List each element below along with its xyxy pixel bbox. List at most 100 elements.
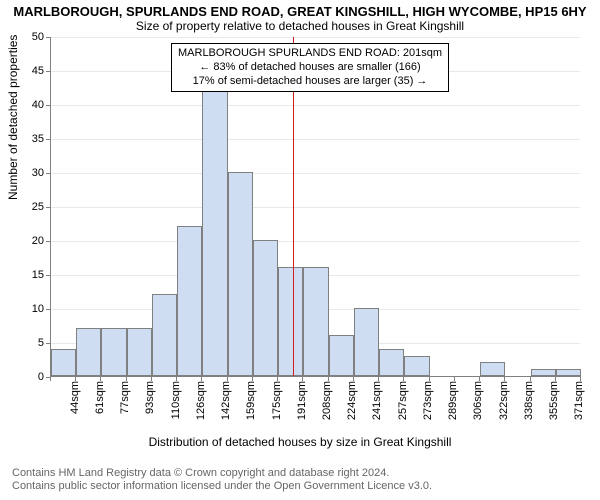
y-tick-label: 45 — [14, 65, 44, 77]
y-tick-label: 35 — [14, 133, 44, 145]
grid-line — [51, 241, 580, 242]
x-tick-label: 44sqm — [69, 381, 81, 427]
x-tick-label: 208sqm — [321, 381, 333, 427]
histogram-bar — [202, 70, 227, 376]
x-tick-label: 306sqm — [472, 381, 484, 427]
histogram-bar — [404, 356, 429, 376]
footer-line2: Contains public sector information licen… — [12, 480, 432, 494]
x-tick-mark — [353, 376, 354, 381]
y-tick-mark — [46, 139, 51, 140]
x-tick-mark — [277, 376, 278, 381]
annotation-line2: ← 83% of detached houses are smaller (16… — [178, 61, 442, 75]
x-tick-mark — [176, 376, 177, 381]
plot-area: MARLBOROUGH SPURLANDS END ROAD: 201sqm ←… — [50, 37, 580, 377]
x-tick-mark — [75, 376, 76, 381]
x-tick-mark — [530, 376, 531, 381]
x-tick-label: 338sqm — [523, 381, 535, 427]
annotation-line1: MARLBOROUGH SPURLANDS END ROAD: 201sqm — [178, 47, 442, 61]
histogram-bar — [278, 267, 303, 376]
x-tick-label: 371sqm — [573, 381, 585, 427]
x-tick-mark — [504, 376, 505, 381]
y-tick-label: 40 — [14, 99, 44, 111]
x-tick-label: 93sqm — [144, 381, 156, 427]
y-tick-mark — [46, 241, 51, 242]
grid-line — [51, 105, 580, 106]
x-tick-mark — [50, 376, 51, 381]
y-tick-mark — [46, 37, 51, 38]
x-tick-mark — [555, 376, 556, 381]
histogram-bar — [556, 369, 581, 376]
x-tick-mark — [201, 376, 202, 381]
histogram-bar — [127, 328, 152, 376]
histogram-bar — [253, 240, 278, 376]
footer-line1: Contains HM Land Registry data © Crown c… — [12, 467, 432, 481]
histogram-bar — [531, 369, 556, 376]
x-tick-mark — [100, 376, 101, 381]
histogram-bar — [177, 226, 202, 376]
histogram-bar — [152, 294, 177, 376]
x-tick-label: 289sqm — [447, 381, 459, 427]
y-tick-label: 15 — [14, 269, 44, 281]
histogram-bar — [101, 328, 126, 376]
histogram-bar — [228, 172, 253, 376]
x-tick-label: 175sqm — [271, 381, 283, 427]
x-tick-label: 77sqm — [119, 381, 131, 427]
x-axis-label: Distribution of detached houses by size … — [0, 435, 600, 449]
y-tick-mark — [46, 173, 51, 174]
histogram-bar — [76, 328, 101, 376]
y-tick-label: 25 — [14, 201, 44, 213]
y-tick-label: 30 — [14, 167, 44, 179]
x-tick-mark — [328, 376, 329, 381]
histogram-bar — [329, 335, 354, 376]
x-tick-mark — [378, 376, 379, 381]
y-tick-mark — [46, 71, 51, 72]
histogram-bar — [379, 349, 404, 376]
x-tick-label: 322sqm — [498, 381, 510, 427]
histogram-bar — [303, 267, 328, 376]
x-tick-label: 142sqm — [220, 381, 232, 427]
x-tick-mark — [403, 376, 404, 381]
x-tick-label: 61sqm — [94, 381, 106, 427]
grid-line — [51, 37, 580, 38]
y-tick-label: 0 — [14, 371, 44, 383]
grid-line — [51, 173, 580, 174]
y-tick-label: 20 — [14, 235, 44, 247]
grid-line — [51, 207, 580, 208]
x-tick-mark — [429, 376, 430, 381]
chart-title-main: MARLBOROUGH, SPURLANDS END ROAD, GREAT K… — [0, 0, 600, 19]
x-tick-mark — [302, 376, 303, 381]
x-tick-mark — [252, 376, 253, 381]
histogram-bar — [354, 308, 379, 376]
y-tick-mark — [46, 275, 51, 276]
x-tick-mark — [227, 376, 228, 381]
x-tick-label: 257sqm — [397, 381, 409, 427]
y-tick-label: 10 — [14, 303, 44, 315]
y-tick-mark — [46, 309, 51, 310]
x-tick-mark — [479, 376, 480, 381]
x-tick-label: 159sqm — [245, 381, 257, 427]
y-tick-mark — [46, 105, 51, 106]
annotation-line3: 17% of semi-detached houses are larger (… — [178, 75, 442, 89]
chart-title-sub: Size of property relative to detached ho… — [0, 19, 600, 35]
x-tick-label: 126sqm — [195, 381, 207, 427]
histogram-bar — [51, 349, 76, 376]
x-tick-label: 110sqm — [170, 381, 182, 427]
annotation-box: MARLBOROUGH SPURLANDS END ROAD: 201sqm ←… — [171, 43, 449, 92]
x-tick-label: 273sqm — [422, 381, 434, 427]
y-tick-mark — [46, 343, 51, 344]
x-tick-label: 191sqm — [296, 381, 308, 427]
x-tick-label: 224sqm — [346, 381, 358, 427]
x-tick-mark — [580, 376, 581, 381]
y-tick-label: 5 — [14, 337, 44, 349]
chart-area: MARLBOROUGH SPURLANDS END ROAD: 201sqm ←… — [50, 37, 580, 377]
y-tick-mark — [46, 207, 51, 208]
footer-attribution: Contains HM Land Registry data © Crown c… — [12, 467, 432, 495]
x-tick-mark — [151, 376, 152, 381]
histogram-bar — [480, 362, 505, 376]
grid-line — [51, 139, 580, 140]
x-tick-mark — [454, 376, 455, 381]
x-tick-mark — [126, 376, 127, 381]
x-tick-label: 355sqm — [548, 381, 560, 427]
x-tick-label: 241sqm — [371, 381, 383, 427]
y-tick-label: 50 — [14, 31, 44, 43]
